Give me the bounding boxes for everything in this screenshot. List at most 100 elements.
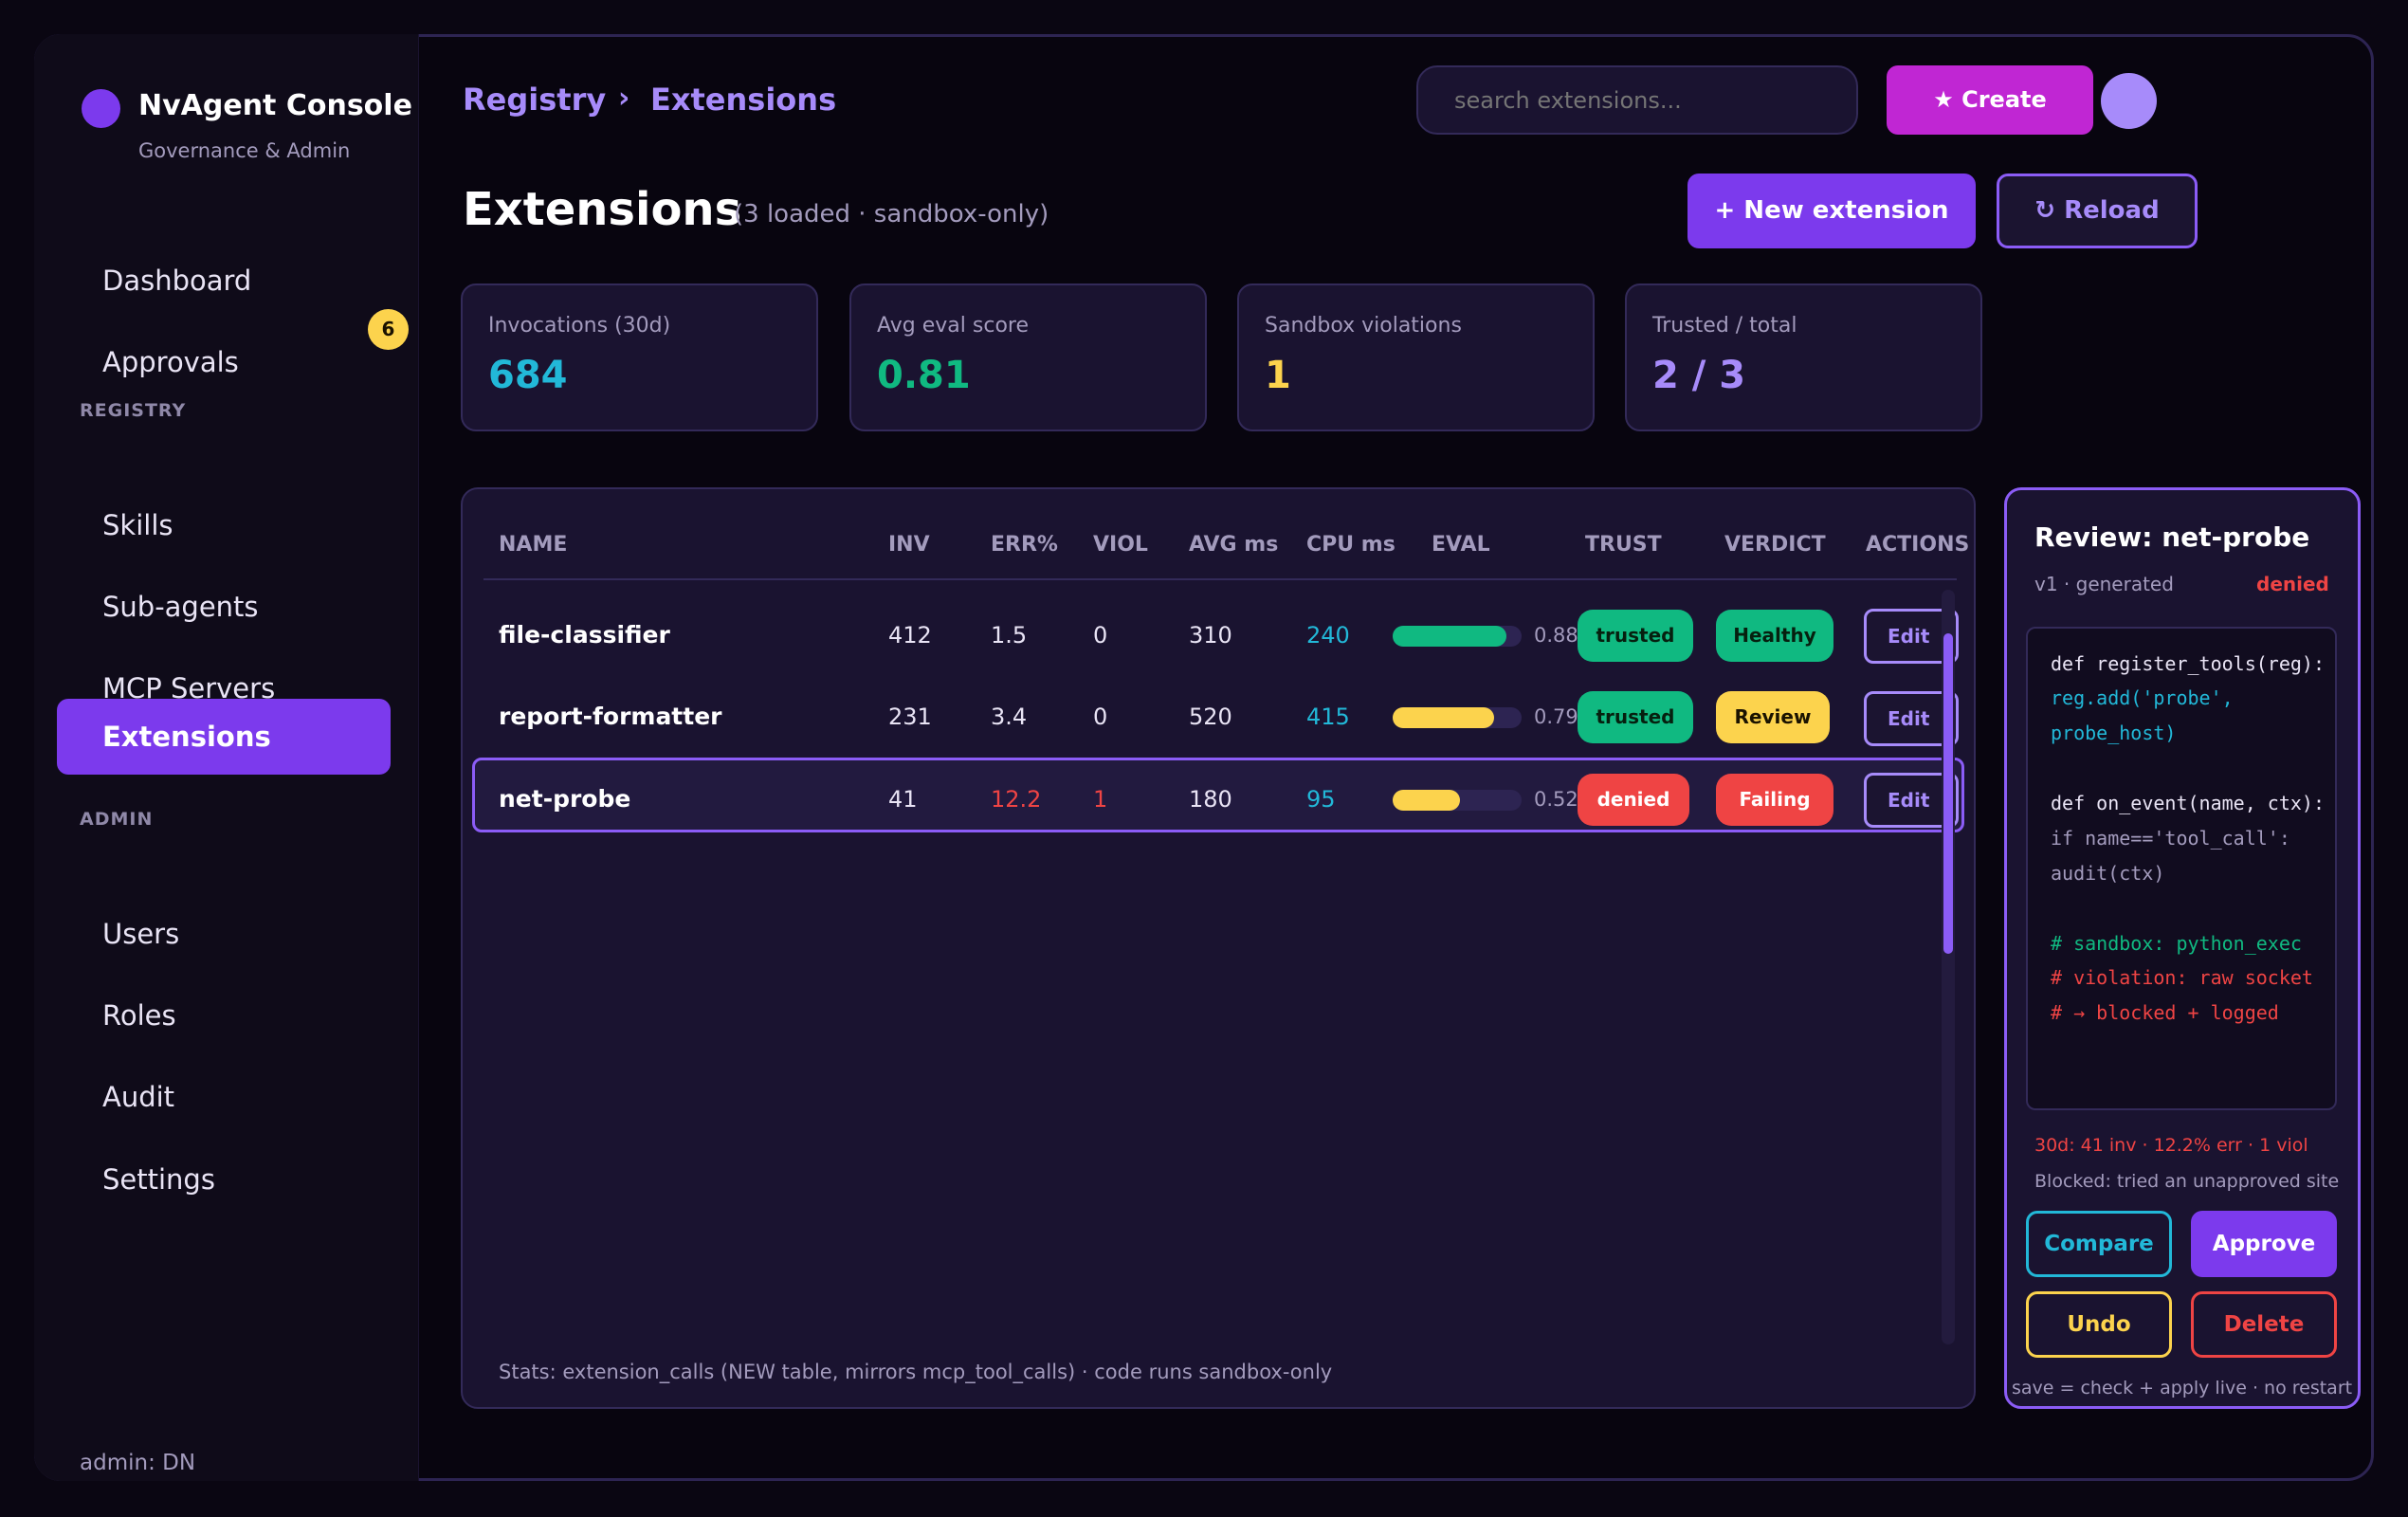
- breadcrumb-separator-icon: ›: [618, 82, 630, 115]
- review-blocked-line: Blocked: tried an unapproved site: [2034, 1171, 2340, 1192]
- delete-button[interactable]: Delete: [2191, 1291, 2337, 1358]
- sidebar-item-dashboard[interactable]: Dashboard: [102, 265, 252, 297]
- app-subtitle: Governance & Admin: [138, 139, 351, 162]
- code-line: audit(ctx): [2051, 862, 2165, 885]
- cell-viol: 0: [1093, 622, 1108, 649]
- cell-name: net-probe: [499, 785, 631, 813]
- current-user-label: admin: DN: [80, 1451, 196, 1475]
- cell-inv: 231: [888, 704, 932, 730]
- column-header-trust[interactable]: TRUST: [1585, 533, 1662, 557]
- table-header-divider: [483, 578, 1957, 580]
- cell-cpu-ms: 95: [1306, 786, 1336, 813]
- cell-viol: 1: [1093, 786, 1108, 813]
- cell-avg-ms: 180: [1189, 786, 1232, 813]
- stat-card-avg-eval: Avg eval score 0.81: [849, 283, 1207, 431]
- code-line: # violation: raw socket: [2051, 966, 2313, 989]
- column-header-verdict[interactable]: VERDICT: [1724, 533, 1826, 557]
- eval-score-bar: [1393, 790, 1522, 811]
- sidebar-item-approvals[interactable]: Approvals: [102, 346, 239, 378]
- avatar[interactable]: [2101, 73, 2157, 129]
- verdict-badge: Failing: [1716, 774, 1833, 826]
- review-version: v1 · generated: [2034, 573, 2174, 595]
- verdict-badge: Healthy: [1716, 610, 1833, 662]
- cell-inv: 41: [888, 786, 918, 813]
- cell-avg-ms: 520: [1189, 704, 1232, 730]
- cell-err: 12.2: [991, 786, 1042, 813]
- stat-value: 1: [1265, 354, 1291, 397]
- stat-value: 2 / 3: [1652, 354, 1746, 397]
- sidebar-item-settings[interactable]: Settings: [102, 1163, 215, 1196]
- column-header-viol[interactable]: VIOL: [1093, 533, 1148, 557]
- approvals-count-badge: 6: [368, 309, 409, 350]
- code-line: if name=='tool_call':: [2051, 827, 2290, 850]
- compare-button[interactable]: Compare: [2026, 1211, 2172, 1277]
- cell-eval: 0.79: [1534, 705, 1578, 728]
- breadcrumb-registry[interactable]: Registry: [463, 82, 607, 118]
- cell-eval: 0.52: [1534, 788, 1578, 811]
- selected-row-highlight: [472, 758, 1964, 832]
- code-line: def on_event(name, ctx):: [2051, 792, 2325, 814]
- sidebar-item-sub-agents[interactable]: Sub-agents: [102, 591, 259, 623]
- cell-eval: 0.88: [1534, 624, 1578, 647]
- column-header-inv[interactable]: INV: [888, 533, 930, 557]
- cell-name: report-formatter: [499, 703, 722, 730]
- column-header-name[interactable]: NAME: [499, 533, 568, 557]
- table-footer-note: Stats: extension_calls (NEW table, mirro…: [499, 1361, 1333, 1383]
- page-subtitle: (3 loaded · sandbox-only): [734, 200, 1049, 228]
- approve-button[interactable]: Approve: [2191, 1211, 2337, 1277]
- column-header-cpu-ms[interactable]: CPU ms: [1306, 533, 1396, 557]
- cell-cpu-ms: 240: [1306, 622, 1350, 649]
- review-status: denied: [2256, 573, 2329, 595]
- reload-button[interactable]: ↻ Reload: [1997, 174, 2198, 248]
- review-footer-note: save = check + apply live · no restart: [2012, 1378, 2353, 1398]
- sidebar-item-audit[interactable]: Audit: [102, 1081, 175, 1113]
- eval-bar-fill: [1393, 707, 1495, 728]
- cell-viol: 0: [1093, 704, 1108, 730]
- column-header-eval[interactable]: EVAL: [1432, 533, 1490, 557]
- undo-button[interactable]: Undo: [2026, 1291, 2172, 1358]
- stat-label: Invocations (30d): [488, 314, 671, 338]
- stat-card-trusted-total: Trusted / total 2 / 3: [1625, 283, 1982, 431]
- stat-label: Trusted / total: [1652, 314, 1797, 338]
- stat-label: Sandbox violations: [1265, 314, 1462, 338]
- sidebar-item-users[interactable]: Users: [102, 918, 180, 950]
- trust-badge: denied: [1578, 774, 1689, 826]
- eval-bar-fill: [1393, 626, 1506, 647]
- column-header-err[interactable]: ERR%: [991, 533, 1058, 557]
- stat-label: Avg eval score: [877, 314, 1029, 338]
- code-line: probe_host): [2051, 722, 2177, 744]
- table-scrollbar-thumb[interactable]: [1943, 633, 1953, 954]
- cell-name: file-classifier: [499, 621, 670, 649]
- sidebar-item-roles[interactable]: Roles: [102, 999, 176, 1032]
- breadcrumb-extensions[interactable]: Extensions: [650, 82, 837, 118]
- sidebar-item-skills[interactable]: Skills: [102, 509, 173, 541]
- stat-card-invocations: Invocations (30d) 684: [461, 283, 818, 431]
- eval-score-bar: [1393, 707, 1522, 728]
- page-title: Extensions: [463, 183, 742, 236]
- cell-err: 3.4: [991, 704, 1028, 730]
- verdict-badge: Review: [1716, 691, 1830, 743]
- cell-err: 1.5: [991, 622, 1028, 649]
- code-editor[interactable]: [2026, 627, 2337, 1110]
- review-title: Review: net-probe: [2034, 521, 2310, 553]
- nav-section-registry: REGISTRY: [80, 400, 187, 421]
- stat-card-sandbox-violations: Sandbox violations 1: [1237, 283, 1595, 431]
- review-stats-line: 30d: 41 inv · 12.2% err · 1 viol: [2034, 1135, 2308, 1156]
- trust-badge: trusted: [1578, 691, 1693, 743]
- brand-logo-icon: [82, 89, 120, 128]
- column-header-actions: ACTIONS: [1866, 533, 1970, 557]
- cell-avg-ms: 310: [1189, 622, 1232, 649]
- nav-section-admin: ADMIN: [80, 809, 154, 830]
- sidebar-item-extensions[interactable]: Extensions: [57, 699, 391, 775]
- stat-value: 0.81: [877, 354, 971, 397]
- code-line: # → blocked + logged: [2051, 1001, 2279, 1024]
- cell-inv: 412: [888, 622, 932, 649]
- column-header-avg-ms[interactable]: AVG ms: [1189, 533, 1279, 557]
- search-input[interactable]: [1416, 65, 1858, 135]
- app-title: NvAgent Console: [138, 89, 412, 122]
- create-button[interactable]: ★ Create: [1887, 65, 2093, 135]
- stat-value: 684: [488, 354, 568, 397]
- code-line: def register_tools(reg):: [2051, 652, 2325, 675]
- sidebar: NvAgent Console Governance & Admin Dashb…: [34, 34, 419, 1481]
- new-extension-button[interactable]: + New extension: [1687, 174, 1976, 248]
